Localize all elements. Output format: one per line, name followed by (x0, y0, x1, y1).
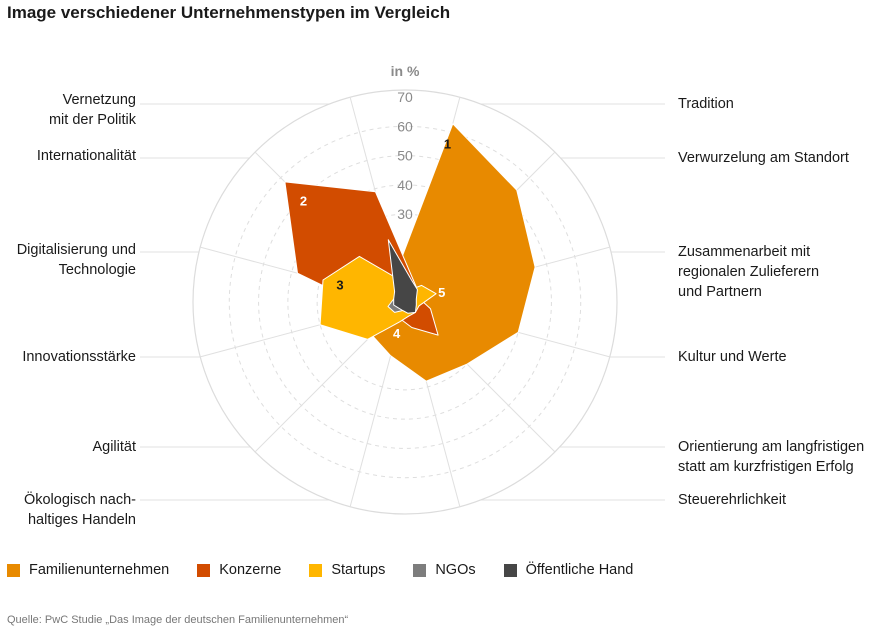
category-label: Orientierung am langfristigen statt am ku… (678, 437, 864, 477)
category-label-line: statt am kurzfristigen Erfolg (678, 459, 854, 475)
radial-tick-label: 60 (397, 118, 413, 134)
radial-tick-label: 40 (397, 177, 413, 193)
legend-swatch (309, 563, 323, 577)
series-area-5 (387, 239, 418, 314)
category-label-line: Internationalität (36, 148, 136, 164)
radar-series (284, 123, 536, 382)
series-rank-1: 1 (444, 137, 451, 152)
legend-swatch (7, 563, 20, 577)
grid-ring (258, 155, 552, 449)
category-label: Innovationsstärke (22, 347, 136, 367)
category-label-line: und Partnern (678, 284, 762, 300)
category-label-line: Agilität (92, 439, 136, 455)
legend-swatch (413, 563, 427, 577)
category-label-line: mit der Politik (48, 112, 136, 128)
grid-ring (228, 125, 582, 479)
legend-label: Konzerne (219, 562, 282, 578)
category-label-line: Kultur und Werte (678, 349, 787, 365)
category-label: Digitalisierung und Technologie (17, 240, 136, 280)
category-label: Internationalität (37, 146, 136, 166)
series-rank-2: 2 (300, 194, 307, 209)
radial-unit-label: in % (391, 63, 420, 79)
radial-tick-labels: in % 30 40 50 60 70 (391, 63, 420, 222)
legend-swatch (503, 563, 517, 577)
category-label: Zusammenarbeit mit regionalen Zulieferern… (678, 242, 819, 302)
category-label: Steuerehrlichkeit (678, 490, 786, 510)
grid-outer-circle (192, 89, 618, 515)
category-label-line: Steuerehrlichkeit (678, 492, 786, 508)
category-label-line: Digitalisierung und (16, 242, 136, 258)
legend: Familienunternehmen Konzerne Startups NGOs Ö… (7, 562, 661, 578)
category-label: Ökologisch nach-haltiges Handeln (24, 490, 136, 530)
radial-tick-label: 50 (397, 148, 413, 164)
chart-title: Image verschiedener Unternehmenstypen im… (7, 3, 451, 22)
category-label-line: Tradition (678, 96, 734, 112)
radial-tick-label: 30 (397, 206, 413, 222)
category-label-line: Zusammenarbeit mit (678, 244, 811, 260)
legend-item: NGOs (413, 562, 476, 578)
series-rank-3: 3 (336, 278, 343, 293)
legend-swatch (197, 563, 211, 577)
legend-item: Konzerne (197, 562, 281, 578)
legend-label: Öffentliche Hand (525, 562, 634, 578)
radar-chart: in % 30 40 50 60 70 1 2 3 4 5 (140, 63, 665, 515)
category-label: Vernetzung mit der Politik (49, 90, 136, 130)
category-label-line: Vernetzung (62, 92, 136, 108)
legend-item: Familienunternehmen (7, 562, 169, 578)
category-label: Verwurzelung am Standort (678, 148, 849, 168)
label-connectors (140, 103, 665, 501)
series-rank-5: 5 (438, 285, 445, 300)
category-label-line: Technologie (58, 262, 136, 278)
category-label-line: haltiges Handeln (27, 512, 136, 528)
category-label: Kultur und Werte (678, 347, 787, 367)
series-rank-4: 4 (393, 326, 401, 341)
category-label-line: Orientierung am langfristigen (678, 439, 865, 455)
category-label-line: Verwurzelung am Standort (678, 150, 849, 166)
legend-label: NGOs (435, 562, 476, 578)
category-label-line: regionalen Zulieferern (678, 264, 820, 280)
series-rank-labels: 1 2 3 4 5 (300, 137, 451, 342)
legend-label: Familienunternehmen (29, 562, 170, 578)
category-label: Agilität (92, 437, 136, 457)
source-note: Quelle: PwC Studie „Das Image der deutsc… (7, 614, 349, 626)
category-label-line: Innovationsstärke (22, 349, 136, 365)
series-area-3 (319, 255, 437, 340)
legend-item: Startups (309, 562, 385, 578)
category-label-line: Ökologisch nach- (23, 492, 136, 508)
category-label: Tradition (678, 94, 734, 114)
legend-item: Öffentliche Hand (503, 562, 634, 578)
legend-label: Startups (331, 562, 386, 578)
radial-tick-label: 70 (397, 89, 413, 105)
